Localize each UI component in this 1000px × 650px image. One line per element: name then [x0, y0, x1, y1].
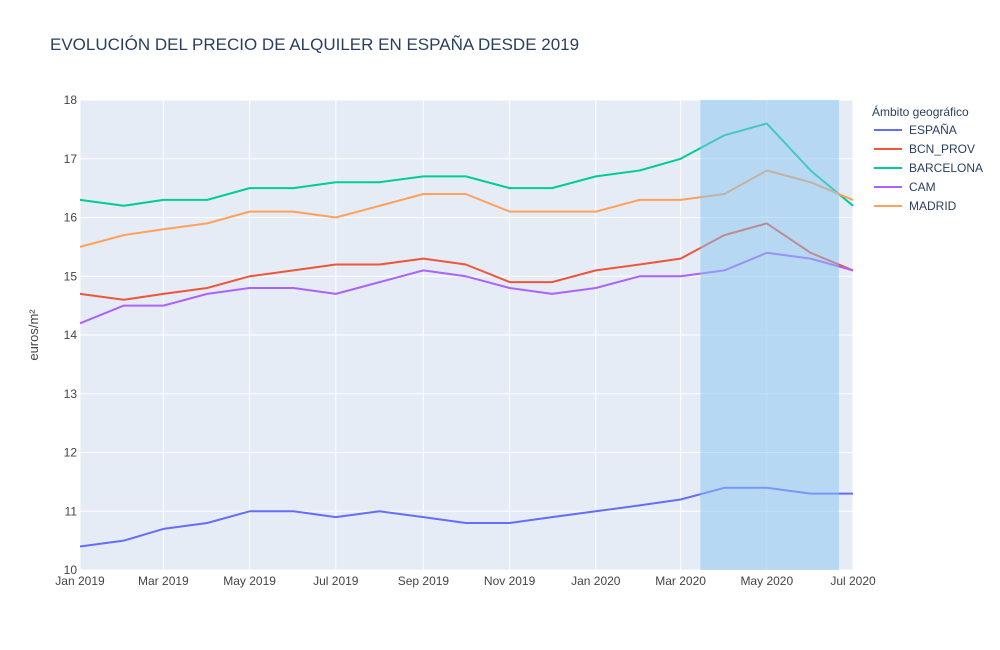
y-tick-label: 10	[64, 563, 78, 577]
y-tick-label: 11	[65, 504, 78, 518]
x-tick-label: Mar 2019	[138, 574, 189, 588]
grid-layer	[79, 99, 854, 571]
y-axis-title: euros/m²	[26, 309, 41, 361]
y-tick-label: 16	[64, 211, 78, 225]
highlight-layer	[700, 100, 839, 570]
x-tick-label: Sep 2019	[398, 574, 450, 588]
legend-label: CAM	[909, 180, 936, 194]
legend-label: BARCELONA	[909, 161, 983, 175]
y-tick-label: 18	[64, 93, 78, 107]
y-tick-label: 15	[64, 269, 78, 283]
legend[interactable]: Ámbito geográfico ESPAÑA BCN_PROV BARCELON…	[872, 104, 983, 213]
chart-title: EVOLUCIÓN DEL PRECIO DE ALQUILER EN ESPA…	[50, 35, 579, 54]
y-tick-label: 17	[64, 152, 78, 166]
legend-item-bcn-prov[interactable]: BCN_PROV	[874, 142, 975, 156]
legend-title: Ámbito geográfico	[872, 104, 969, 119]
x-tick-label: Mar 2020	[655, 574, 706, 588]
x-tick-label: Jan 2019	[55, 574, 105, 588]
x-axis: Jan 2019 Mar 2019 May 2019 Jul 2019 Sep 2019…	[55, 574, 876, 588]
legend-label: ESPAÑA	[909, 123, 957, 137]
legend-label: BCN_PROV	[909, 142, 975, 156]
x-tick-label: Jul 2019	[313, 574, 359, 588]
y-tick-label: 12	[64, 446, 78, 460]
x-tick-label: May 2020	[740, 574, 793, 588]
legend-item-cam[interactable]: CAM	[874, 180, 936, 194]
x-tick-label: Jan 2020	[571, 574, 621, 588]
legend-item-barcelona[interactable]: BARCELONA	[874, 161, 983, 175]
x-tick-label: Nov 2019	[484, 574, 536, 588]
y-tick-label: 14	[64, 328, 78, 342]
highlight-band	[700, 100, 839, 570]
x-tick-label: May 2019	[223, 574, 276, 588]
legend-item-madrid[interactable]: MADRID	[874, 199, 957, 213]
legend-label: MADRID	[909, 199, 957, 213]
x-tick-label: Jul 2020	[830, 574, 876, 588]
legend-item-espa-a[interactable]: ESPAÑA	[874, 123, 957, 137]
y-tick-label: 13	[64, 387, 78, 401]
y-axis: 10 11 12 13 14 15 16 17 18	[64, 93, 78, 577]
